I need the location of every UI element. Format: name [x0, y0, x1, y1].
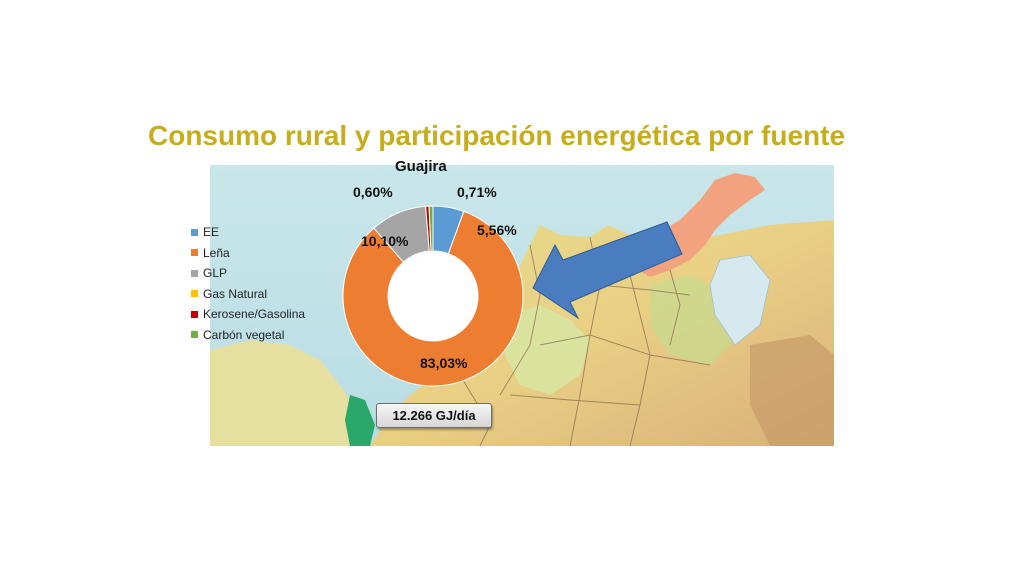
data-label-glp: 10,10%: [361, 233, 409, 249]
data-label-kerosene: 0,60%: [353, 184, 393, 200]
chart-legend: EE Leña GLP Gas Natural Kerosene/Gasolin…: [191, 222, 305, 345]
legend-swatch: [191, 249, 198, 257]
legend-label: EE: [203, 225, 220, 240]
donut-slice-le-a: [342, 210, 524, 387]
donut-hole: [388, 251, 478, 341]
donut-slice-carb-n-vegetal: [428, 205, 434, 252]
legend-label: Kerosene/Gasolina: [203, 307, 306, 322]
green-region: [345, 395, 375, 446]
legend-label: Leña: [203, 245, 230, 260]
pointer-arrow: [532, 221, 683, 320]
legend-swatch: [191, 269, 198, 277]
legend-item-ee: EE: [191, 222, 305, 243]
lake-maracaibo: [709, 254, 771, 346]
legend-item-glp: GLP: [191, 263, 305, 284]
legend-label: Gas Natural: [203, 286, 268, 301]
data-label-carbon: 0,71%: [457, 184, 497, 200]
legend-swatch: [191, 331, 198, 339]
data-label-lena: 83,03%: [420, 355, 468, 371]
legend-item-carbon-vegetal: Carbón vegetal: [191, 325, 305, 346]
data-label-ee: 5,56%: [477, 222, 517, 238]
legend-item-gas-natural: Gas Natural: [191, 284, 305, 305]
legend-swatch: [191, 290, 198, 298]
legend-label: Carbón vegetal: [203, 327, 285, 342]
panama-land: [210, 340, 370, 446]
legend-label: GLP: [203, 266, 228, 281]
legend-item-lena: Leña: [191, 243, 305, 264]
legend-item-kerosene-gasolina: Kerosene/Gasolina: [191, 304, 305, 325]
slide-title: Consumo rural y participación energética…: [148, 120, 846, 151]
donut-chart: [342, 205, 524, 387]
consumption-callout: 12.266 GJ/día: [376, 403, 492, 428]
legend-swatch: [191, 310, 198, 318]
legend-swatch: [191, 228, 198, 236]
chart-title: Guajira: [395, 158, 447, 175]
